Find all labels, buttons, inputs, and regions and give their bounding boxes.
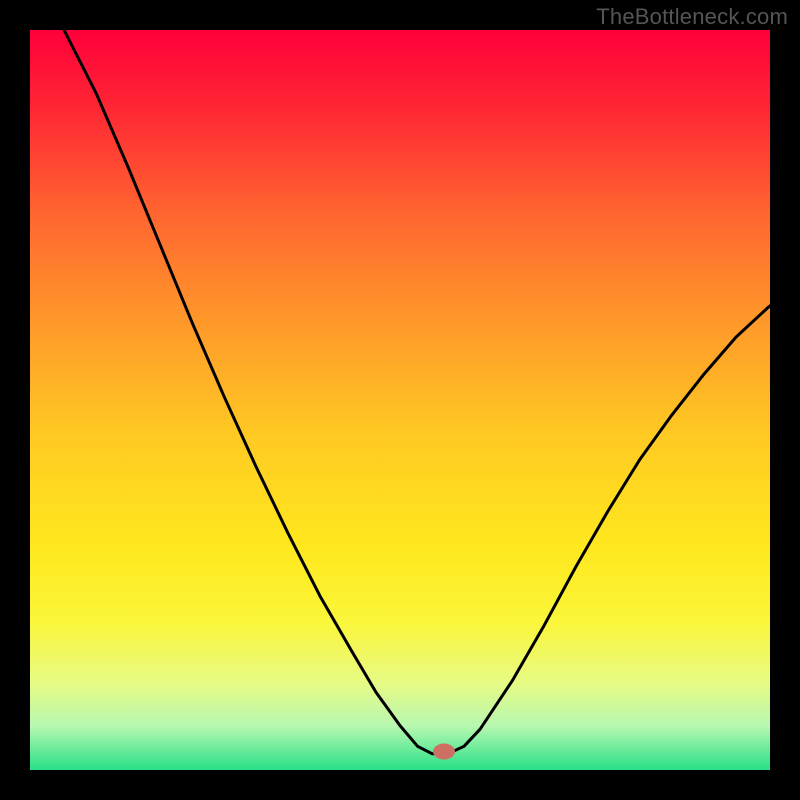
bottleneck-chart: TheBottleneck.com (0, 0, 800, 800)
watermark-text: TheBottleneck.com (596, 4, 788, 30)
chart-canvas (0, 0, 800, 800)
optimal-point-marker (433, 744, 455, 760)
heatmap-gradient-background (30, 30, 770, 770)
